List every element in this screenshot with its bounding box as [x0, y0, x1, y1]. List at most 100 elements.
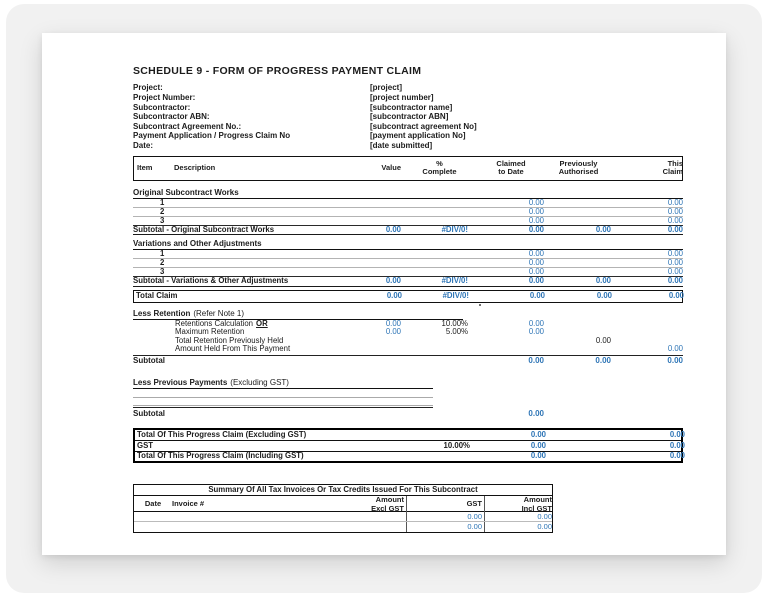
date-field[interactable]: [date submitted] [370, 140, 433, 150]
this-claim-cell[interactable]: 0.00 [667, 344, 683, 354]
this-claim-cell[interactable]: 0.00 [667, 356, 683, 366]
this-claim-cell[interactable]: 0.00 [667, 224, 683, 234]
variations-row: 2 0.00 0.00 [133, 258, 683, 269]
original-works-row: 3 0.00 0.00 [133, 215, 683, 226]
retention-row: Total Retention Previously Held 0.00 [133, 336, 683, 346]
total-excl-gst-row: Total Of This Progress Claim (Excluding … [135, 429, 685, 440]
this-claim-cell[interactable]: 0.00 [667, 249, 683, 259]
section-variations-heading: Variations and Other Adjustments [133, 239, 683, 251]
this-claim-cell[interactable]: 0.00 [667, 276, 683, 286]
this-claim-cell[interactable]: 0.00 [667, 197, 683, 207]
total-excl-gst-label: Total Of This Progress Claim (Excluding … [137, 429, 307, 439]
claimed-to-date-cell[interactable]: 0.00 [528, 215, 544, 225]
document-page: SCHEDULE 9 - FORM OF PROGRESS PAYMENT CL… [42, 33, 726, 555]
col-claimed-to-date: Claimed to Date [496, 158, 526, 177]
divider [133, 407, 433, 409]
claimed-to-date-cell[interactable]: 0.00 [528, 267, 544, 277]
percent-cell: 10.00% [441, 318, 468, 328]
value-cell[interactable]: 0.00 [385, 318, 401, 328]
previously-authorised-cell[interactable]: 0.00 [595, 356, 611, 366]
summary-col-date: Date [144, 499, 162, 509]
this-claim-cell[interactable]: 0.00 [669, 440, 685, 450]
claimed-to-date-cell[interactable]: 0.00 [528, 258, 544, 268]
application-no-field[interactable]: [payment application No] [370, 131, 466, 141]
claimed-to-date-cell[interactable]: 0.00 [528, 197, 544, 207]
summary-gst-cell[interactable]: 0.00 [406, 522, 484, 533]
this-claim-cell[interactable]: 0.00 [667, 267, 683, 277]
claimed-to-date-cell[interactable]: 0.00 [530, 440, 546, 450]
claimed-to-date-cell[interactable]: 0.00 [528, 206, 544, 216]
variations-subtotal-row: Subtotal - Variations & Other Adjustment… [133, 276, 683, 287]
section-retention-heading: Less Retention (Refer Note 1) [133, 309, 683, 320]
claimed-to-date-cell[interactable]: 0.00 [528, 276, 544, 286]
original-works-row: 2 0.00 0.00 [133, 206, 683, 217]
summary-col-gst: GST [406, 495, 484, 514]
claimed-to-date-cell[interactable]: 0.00 [528, 318, 544, 328]
gst-label: GST [137, 440, 154, 450]
info-row-application: Payment Application / Progress Claim No … [133, 131, 683, 142]
summary-gst-cell[interactable]: 0.00 [406, 512, 484, 522]
previous-payments-subtotal-row: Subtotal 0.00 [133, 408, 683, 418]
project-number-field[interactable]: [project number] [370, 92, 434, 102]
subcontractor-field[interactable]: [subcontractor name] [370, 102, 453, 112]
claimed-to-date-cell[interactable]: 0.00 [529, 290, 545, 300]
summary-title: Summary Of All Tax Invoices Or Tax Credi… [134, 485, 552, 496]
this-claim-cell[interactable]: 0.00 [669, 429, 685, 439]
original-works-row: 1 0.00 0.00 [133, 197, 683, 208]
previously-authorised-cell[interactable]: 0.00 [595, 276, 611, 286]
info-row-abn: Subcontractor ABN: [subcontractor ABN] [133, 112, 683, 123]
value-cell[interactable]: 0.00 [385, 224, 401, 234]
subcontractor-abn-label: Subcontractor ABN: [133, 112, 210, 122]
project-info-block: Project: [project] Project Number: [proj… [133, 83, 683, 152]
retention-row-label: Retentions Calculation OR [175, 318, 268, 328]
section-previous-payments-heading: Less Previous Payments (Excluding GST) [133, 378, 683, 389]
previous-payment-entry-line[interactable] [133, 389, 433, 398]
summary-header-row: Date Invoice # Amount Excl GST GST Amount… [134, 494, 554, 514]
claimed-to-date-cell[interactable]: 0.00 [530, 429, 546, 439]
value-cell[interactable]: 0.00 [386, 290, 402, 300]
claim-table-header: Item Description Value % Complete Claimed… [133, 155, 683, 181]
agreement-no-field[interactable]: [subcontract agreement No] [370, 121, 477, 131]
summary-row: 0.00 0.00 [134, 512, 554, 523]
section-previous-payments: Less Previous Payments (Excluding GST) Su… [133, 378, 683, 418]
summary-col-amount-incl: Amount Incl GST [484, 495, 554, 514]
subtotal-label: Subtotal [133, 356, 165, 366]
project-field[interactable]: [project] [370, 83, 402, 93]
col-percent-complete: % Complete [422, 158, 457, 177]
claimed-to-date-cell[interactable]: 0.00 [528, 356, 544, 366]
this-claim-cell[interactable]: 0.00 [667, 215, 683, 225]
this-claim-cell[interactable]: 0.00 [668, 290, 684, 300]
subtotal-label: Subtotal [133, 408, 165, 418]
this-claim-cell[interactable]: 0.00 [669, 450, 685, 460]
info-row-date: Date: [date submitted] [133, 140, 683, 152]
stray-mark [479, 304, 481, 306]
subcontractor-abn-field[interactable]: [subcontractor ABN] [370, 112, 449, 122]
claimed-to-date-cell[interactable]: 0.00 [528, 408, 544, 418]
retention-row: Maximum Retention 0.00 5.00% 0.00 [133, 328, 683, 337]
value-cell[interactable]: 0.00 [385, 276, 401, 286]
previous-payment-entry-line[interactable] [133, 398, 433, 407]
total-claim-label: Total Claim [136, 290, 178, 300]
item-number: 2 [160, 258, 165, 268]
this-claim-cell[interactable]: 0.00 [667, 258, 683, 268]
previously-authorised-cell[interactable]: 0.00 [596, 290, 612, 300]
claimed-to-date-cell[interactable]: 0.00 [528, 327, 544, 337]
gst-row: GST 10.00% 0.00 0.00 [135, 440, 685, 450]
summary-amount-incl-cell[interactable]: 0.00 [484, 522, 554, 533]
section-original-works-heading: Original Subcontract Works [133, 188, 683, 199]
claimed-to-date-cell[interactable]: 0.00 [528, 224, 544, 234]
summary-col-amount-excl: Amount Excl GST [371, 494, 404, 513]
previously-authorised-cell[interactable]: 0.00 [595, 224, 611, 234]
this-claim-cell[interactable]: 0.00 [667, 206, 683, 216]
or-emphasis: OR [256, 318, 268, 328]
info-row-agreement: Subcontract Agreement No.: [subcontract … [133, 122, 683, 132]
col-value: Value [381, 162, 401, 172]
summary-amount-incl-cell[interactable]: 0.00 [484, 512, 554, 522]
value-cell[interactable]: 0.00 [385, 327, 401, 337]
col-item: Item [137, 162, 153, 172]
variations-row: 1 0.00 0.00 [133, 249, 683, 260]
claimed-to-date-cell[interactable]: 0.00 [528, 249, 544, 259]
claimed-to-date-cell[interactable]: 0.00 [530, 450, 546, 460]
variations-row: 3 0.00 0.00 [133, 267, 683, 278]
